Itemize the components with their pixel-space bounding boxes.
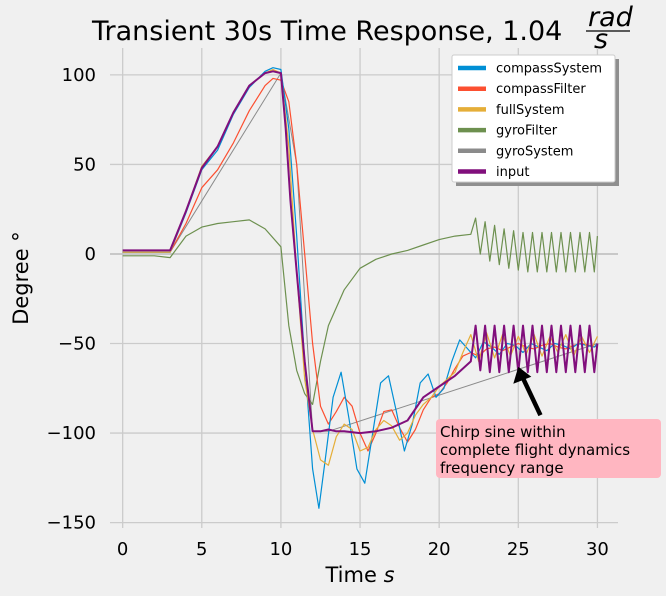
x-tick-label: 0 (117, 539, 128, 560)
y-tick-label: 0 (85, 244, 96, 265)
x-axis-label-text: Time (324, 563, 376, 587)
legend-box (451, 54, 616, 183)
series-line-compassSystem (122, 67, 598, 509)
chart-title: Transient 30s Time Response, 1.04 (91, 16, 562, 47)
y-tick-label: 50 (73, 154, 96, 175)
x-axis-label: Time s (324, 563, 394, 587)
y-axis-label: Degree ° (9, 231, 33, 325)
legend-label: input (496, 165, 529, 180)
x-tick-label: 10 (269, 539, 292, 560)
legend-label: compassFilter (496, 82, 586, 97)
legend: compassSystem compassFilter fullSystem gyro… (451, 54, 619, 186)
legend-label: fullSystem (496, 103, 565, 118)
annotation-text-line: complete flight dynamics (440, 441, 630, 459)
title-fraction-denominator: s (594, 24, 608, 55)
x-axis-unit: s (384, 563, 395, 587)
annotation-text-line: Chirp sine within (440, 423, 566, 441)
series-line-compassFilter (122, 77, 598, 452)
y-tick-label: −150 (47, 513, 96, 534)
y-tick-label: 100 (62, 65, 96, 86)
x-tick-label: 25 (507, 539, 530, 560)
title-fraction: rad s (586, 2, 634, 55)
y-tick-label: −100 (47, 423, 96, 444)
legend-label: gyroSystem (496, 144, 573, 159)
x-tick-label: 30 (586, 539, 609, 560)
series-line-input (122, 70, 599, 435)
series-line-gyroFilter (122, 217, 598, 405)
x-tick-label: 20 (428, 539, 451, 560)
title-fraction-numerator: rad (588, 2, 634, 33)
x-ticks: 0 5 10 15 20 25 30 (117, 539, 609, 560)
legend-label: gyroFilter (496, 124, 558, 139)
series-lines (122, 67, 599, 509)
annotation-arrow-shaft (521, 377, 543, 417)
legend-label: compassSystem (496, 62, 602, 77)
y-tick-label: −50 (58, 334, 96, 355)
chart-title-text: Transient 30s Time Response, 1.04 (91, 16, 562, 47)
x-tick-label: 5 (196, 539, 207, 560)
annotation-text-line: frequency range (440, 459, 564, 477)
annotation-arrow-head (513, 366, 532, 384)
annotation-box (436, 419, 661, 478)
y-ticks: 100 50 0 −50 −100 −150 (47, 65, 96, 534)
x-tick-label: 15 (349, 539, 372, 560)
